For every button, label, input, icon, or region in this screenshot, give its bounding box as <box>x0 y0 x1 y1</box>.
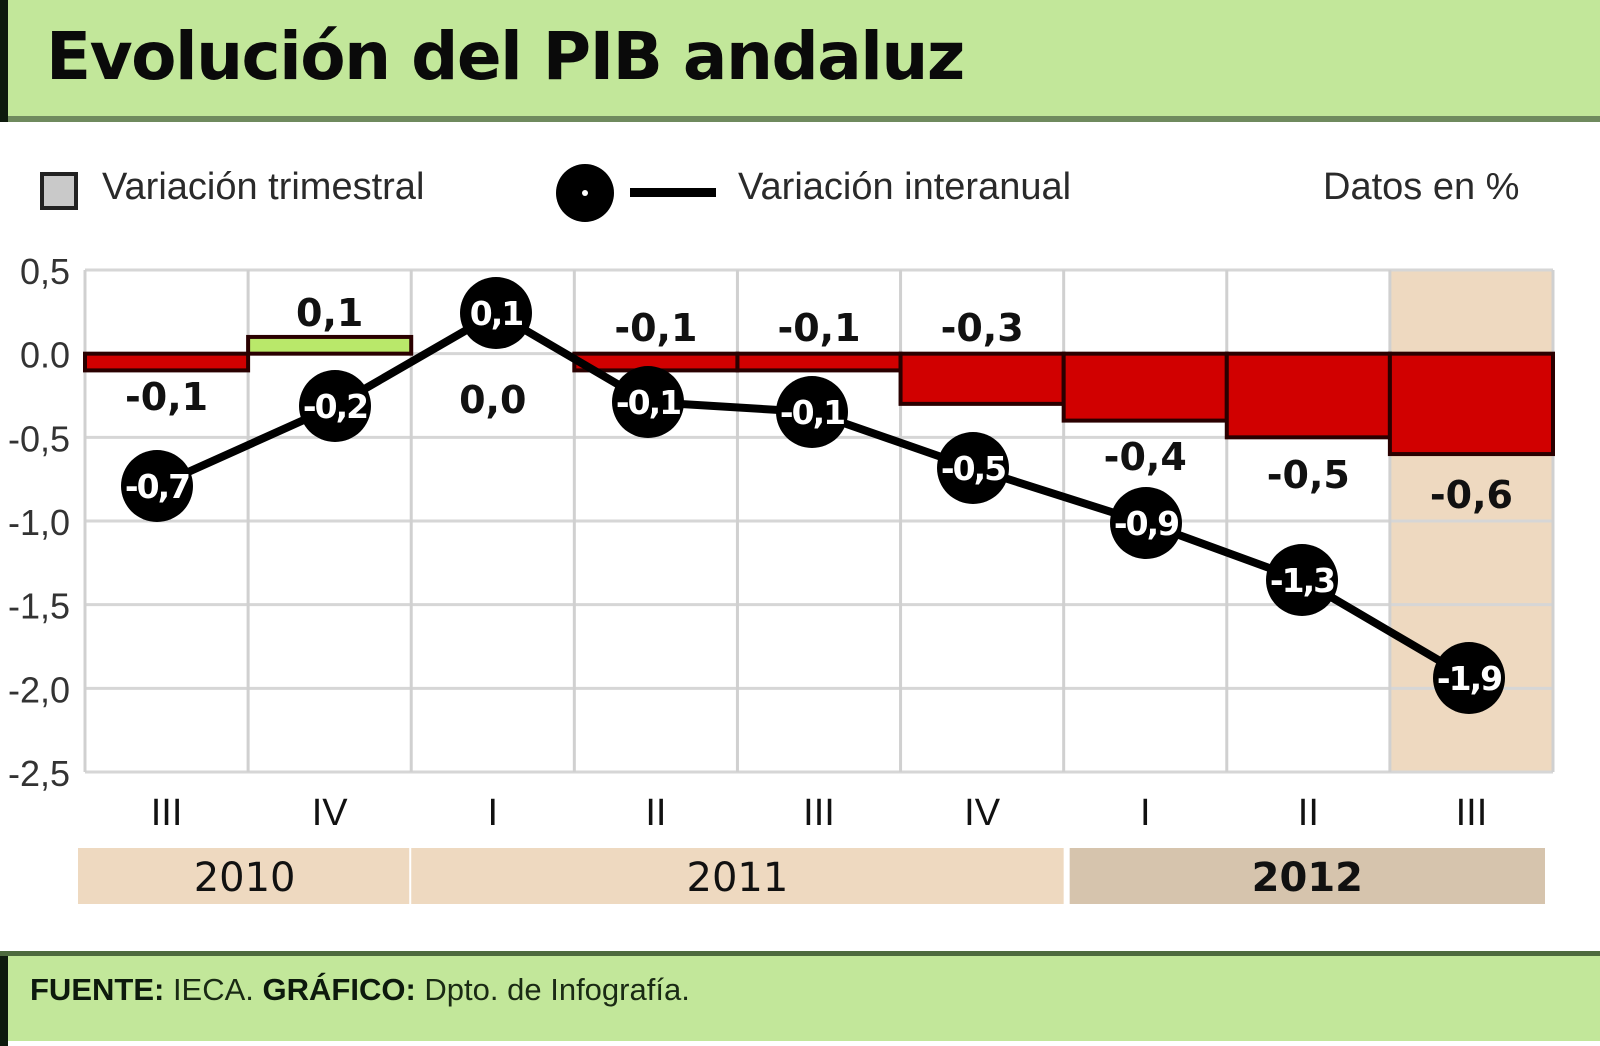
credits-text: FUENTE: IECA. GRÁFICO: Dpto. de Infograf… <box>30 972 690 1008</box>
yearly-point-label: -0,5 <box>941 449 1005 488</box>
graphic-value: Dpto. de Infografía. <box>415 972 690 1007</box>
yearly-point-label: -1,9 <box>1437 659 1501 698</box>
source-value: IECA. <box>164 972 263 1007</box>
y-tick-label: -1,5 <box>8 586 70 627</box>
bar-quarterly <box>898 351 1066 406</box>
source-label: FUENTE: <box>30 972 165 1007</box>
yearly-point-label: -1,3 <box>1270 561 1334 600</box>
x-tick-label: III <box>803 792 835 834</box>
x-tick-label: I <box>487 792 498 834</box>
year-label: 2012 <box>1252 855 1363 901</box>
y-tick-label: -0,5 <box>8 418 70 459</box>
y-tick-label: -2,5 <box>8 753 70 794</box>
x-tick-label: IV <box>312 792 349 834</box>
yearly-point-marker <box>460 277 532 349</box>
bar-value-label: -0,4 <box>1104 435 1187 479</box>
y-tick-label: -2,0 <box>8 669 70 710</box>
footer-accent-bar <box>0 956 8 1046</box>
bar-value-label: -0,5 <box>1267 453 1350 497</box>
x-tick-label: IV <box>964 792 1001 834</box>
y-tick-label: 0.0 <box>20 335 70 376</box>
bar-quarterly <box>1061 351 1229 423</box>
yearly-point-label: -0,1 <box>616 383 680 422</box>
legend: Variación trimestral Variación interanua… <box>0 160 1600 222</box>
header-accent-bar <box>0 0 8 122</box>
graphic-label: GRÁFICO: <box>262 972 416 1007</box>
y-tick-label: 0,5 <box>20 251 70 292</box>
yearly-point-marker <box>612 366 684 438</box>
yearly-point-label: -0,1 <box>780 393 844 432</box>
yearly-point-label: 0,1 <box>470 294 522 333</box>
bar-quarterly <box>83 351 251 373</box>
footer-credits: FUENTE: IECA. GRÁFICO: Dpto. de Infograf… <box>0 951 1600 1046</box>
year-band <box>1069 848 1545 904</box>
bar-value-label: -0,6 <box>1430 473 1513 517</box>
bar-value-label: -0,1 <box>125 375 208 419</box>
year-band <box>78 848 410 904</box>
bar-value-label: -0,3 <box>941 306 1024 350</box>
bar-value-label: -0,1 <box>777 306 860 350</box>
y-tick-label: -1,0 <box>8 502 70 543</box>
legend-yearly-label: Variación interanual <box>738 166 1072 208</box>
chart-plot: 0,5 0.0 -0,5 -1,0 -1,5 -2,0 -2,5 -0,1 0,1 0,0 -0,1… <box>8 251 1556 904</box>
units-note: Datos en % <box>1323 166 1520 208</box>
year-band <box>411 848 1064 904</box>
yearly-point-marker <box>121 450 193 522</box>
yearly-point-label: -0,7 <box>125 467 189 506</box>
yearly-point-marker <box>1433 642 1505 714</box>
year-label: 2010 <box>194 855 296 901</box>
x-tick-label: II <box>1298 792 1319 834</box>
header-banner: Evolución del PIB andaluz <box>0 0 1600 122</box>
yearly-point-marker <box>937 432 1009 504</box>
yearly-line-icon <box>630 188 716 197</box>
legend-quarterly-label: Variación trimestral <box>102 166 425 208</box>
year-label: 2011 <box>687 855 789 901</box>
bar-quarterly <box>246 334 414 356</box>
x-tick-label: III <box>1456 792 1488 834</box>
bar-quarterly <box>1224 351 1392 440</box>
bar-value-label: -0,1 <box>614 306 697 350</box>
x-tick-label: II <box>645 792 666 834</box>
yearly-point-marker <box>776 376 848 448</box>
bar-quarterly <box>735 351 903 373</box>
yearly-point-marker <box>299 370 371 442</box>
chart-title: Evolución del PIB andaluz <box>46 18 965 95</box>
bar-value-label: 0,0 <box>459 378 526 422</box>
yearly-point-label: -0,9 <box>1114 504 1178 543</box>
x-tick-label: III <box>151 792 183 834</box>
bar-value-label: 0,1 <box>296 291 363 335</box>
yearly-point-label: -0,2 <box>303 387 367 426</box>
yearly-point-marker <box>1266 544 1338 616</box>
x-tick-label: I <box>1140 792 1151 834</box>
bar-quarterly <box>1387 351 1556 457</box>
quarterly-swatch-icon <box>40 172 78 210</box>
yearly-marker-icon <box>556 164 614 222</box>
yearly-point-marker <box>1110 487 1182 559</box>
